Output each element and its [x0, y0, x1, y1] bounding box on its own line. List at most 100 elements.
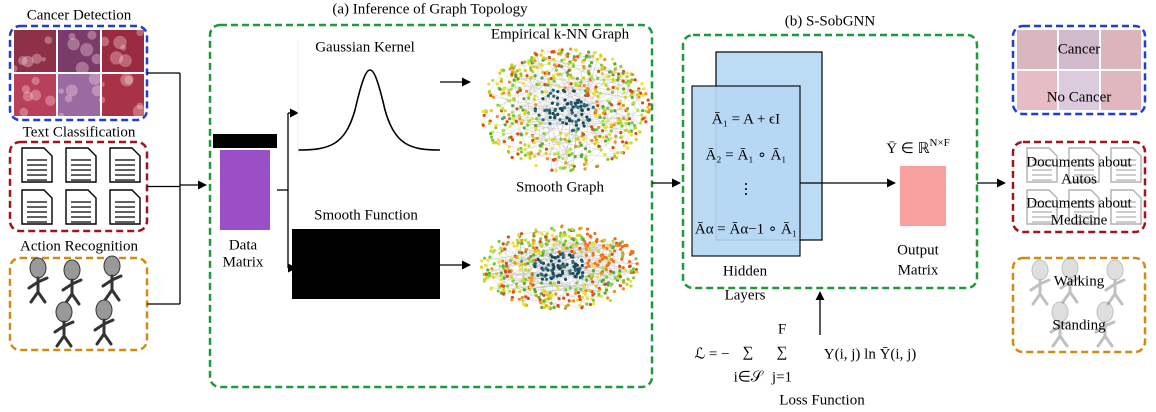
graph-node	[574, 48, 578, 52]
graph-node	[508, 124, 512, 129]
graph-node	[629, 284, 633, 288]
label: Hidden	[723, 263, 768, 279]
graph-node	[584, 55, 588, 59]
image-tile	[58, 74, 100, 116]
graph-node	[553, 116, 557, 120]
graph-node	[640, 101, 645, 105]
graph-node	[505, 284, 510, 288]
graph-node	[540, 63, 544, 68]
graph-node	[522, 126, 526, 130]
graph-node	[573, 101, 577, 105]
graph-node	[501, 132, 506, 136]
graph-node	[555, 96, 560, 100]
graph-node	[590, 77, 594, 81]
graph-node	[631, 276, 636, 280]
image-tile	[102, 74, 144, 116]
graph-node	[621, 140, 625, 144]
graph-node	[500, 107, 504, 111]
image-texture	[18, 55, 28, 66]
graph-node	[565, 71, 569, 75]
graph-node	[527, 119, 531, 123]
image-texture	[98, 96, 106, 104]
graph-node	[548, 281, 552, 285]
faded-tile	[1101, 30, 1141, 69]
graph-node	[514, 73, 518, 77]
graph-node	[487, 82, 491, 86]
graph-node	[552, 76, 556, 80]
graph-node	[620, 240, 624, 244]
graph-node	[587, 55, 591, 59]
graph-node	[558, 166, 563, 170]
graph-node	[519, 133, 523, 137]
graph-node	[539, 53, 543, 57]
graph-node	[530, 61, 534, 65]
graph-node	[516, 90, 520, 94]
graph-node	[558, 240, 562, 244]
graph-node	[574, 120, 578, 124]
graph-node	[629, 269, 633, 273]
graph-node	[570, 163, 574, 167]
figure-head	[103, 255, 121, 277]
graph-node	[614, 134, 618, 138]
graph-node	[596, 263, 600, 267]
figure-body	[1029, 278, 1051, 306]
graph-node	[610, 103, 614, 107]
image-texture	[120, 44, 127, 51]
graph-node	[611, 73, 615, 77]
graph-node	[498, 104, 502, 108]
graph-node	[545, 242, 549, 247]
graph-node	[484, 110, 488, 114]
graph-node	[527, 276, 531, 280]
graph-node	[596, 103, 600, 108]
graph-node	[585, 278, 589, 282]
graph-node	[538, 251, 542, 255]
graph-node	[521, 81, 526, 86]
graph-node	[563, 277, 568, 281]
graph-node	[573, 155, 577, 159]
graph-node	[647, 102, 651, 106]
graph-node	[585, 232, 590, 236]
graph-node	[571, 271, 575, 276]
graph-node	[494, 272, 499, 276]
graph-node	[485, 275, 489, 279]
stick-figure	[1094, 301, 1116, 348]
data-matrix-header	[213, 134, 277, 148]
graph-node	[624, 122, 628, 126]
graph-node	[626, 112, 630, 116]
graph-node	[552, 79, 556, 83]
graph-node	[573, 58, 578, 62]
graph-edge	[572, 100, 580, 170]
graph-node	[536, 152, 540, 156]
graph-node	[626, 146, 630, 150]
image-texture	[132, 104, 146, 118]
graph-node	[486, 258, 490, 262]
graph-node	[570, 119, 574, 123]
label: Data	[229, 237, 258, 253]
graph-node	[559, 50, 563, 55]
graph-node	[540, 281, 544, 285]
graph-node	[573, 144, 578, 149]
graph-node	[560, 48, 564, 52]
graph-node	[496, 289, 500, 293]
graph-node	[501, 242, 505, 246]
graph-node	[602, 255, 607, 259]
figure-head	[1051, 301, 1069, 323]
graph-node	[572, 89, 576, 93]
graph-node	[558, 131, 563, 135]
graph-node	[545, 277, 549, 281]
graph-node	[502, 284, 506, 288]
graph-node	[561, 246, 565, 250]
graph-node	[639, 91, 643, 95]
graph-node	[557, 64, 561, 68]
graph-node	[604, 282, 608, 286]
graph-node	[530, 58, 534, 62]
image-texture	[21, 85, 31, 94]
graph-node	[533, 247, 537, 251]
graph-node	[588, 248, 592, 252]
graph-node	[617, 118, 621, 122]
graph-node	[502, 86, 506, 91]
graph-node	[520, 251, 524, 255]
graph-node	[489, 131, 493, 136]
graph-node	[515, 244, 519, 248]
stick-figure	[1029, 259, 1051, 306]
